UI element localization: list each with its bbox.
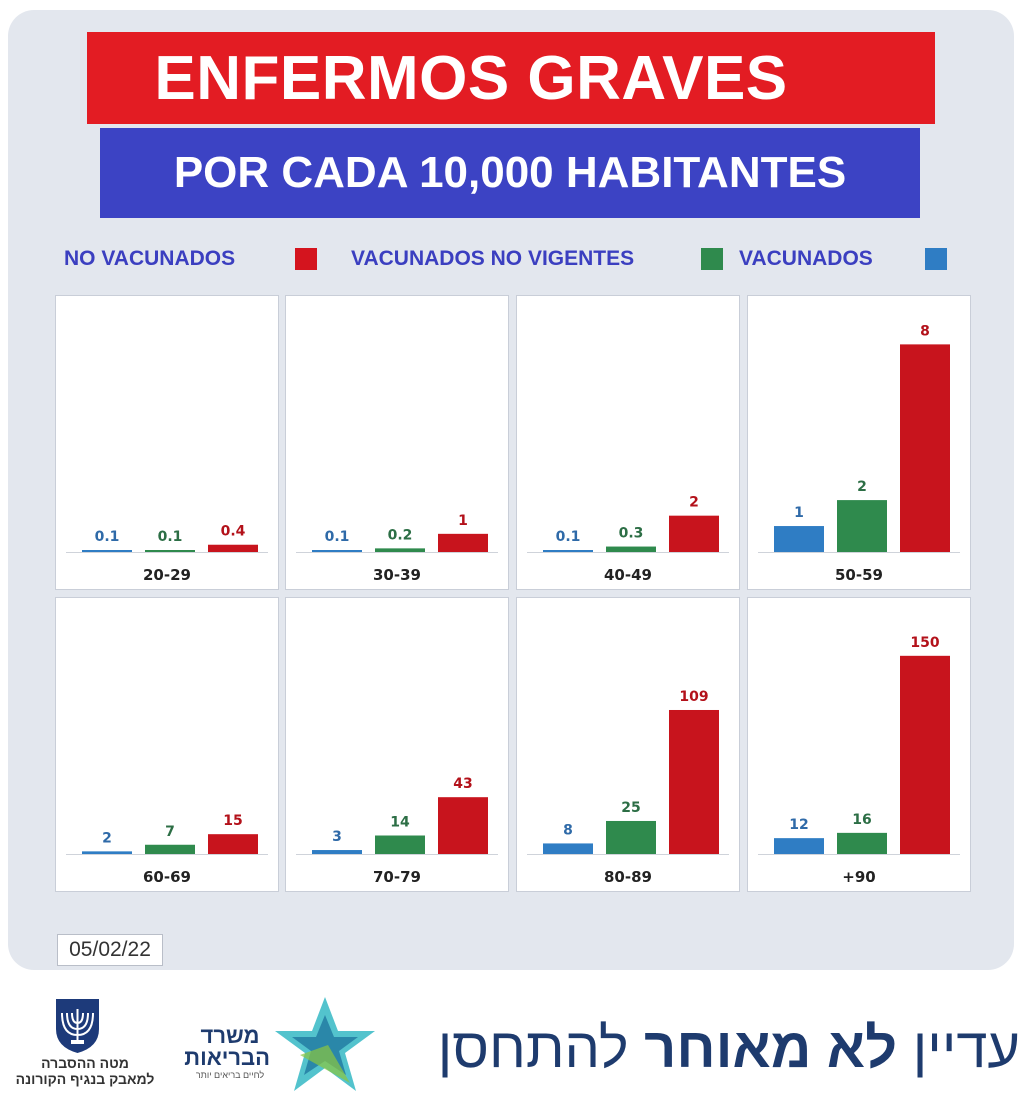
bar-no-vigentes-70-79 (375, 835, 425, 854)
bar-no-vacunados-50-59 (900, 344, 950, 552)
data-label-no-vigentes-+90: 16 (852, 812, 871, 828)
panel-80-89: 8 25 109 80-89 (516, 597, 740, 892)
bar-no-vacunados-70-79 (438, 797, 488, 854)
panel-chart-svg: 0.1 0.2 1 30-39 (296, 513, 498, 584)
bar-no-vacunados-+90 (900, 655, 950, 854)
data-label-no-vacunados-+90: 150 (910, 635, 939, 651)
category-label-60-69: 60-69 (143, 868, 191, 886)
data-label-no-vacunados-40-49: 2 (689, 495, 699, 511)
legend-label-vacunados-no-vigentes: VACUNADOS NO VIGENTES (351, 247, 635, 270)
panel-20-29: 0.1 0.1 0.4 20-29 (55, 295, 279, 590)
category-label-70-79: 70-79 (373, 868, 421, 886)
bar-no-vacunados-80-89 (669, 709, 719, 854)
category-label-40-49: 40-49 (604, 566, 652, 584)
bar-no-vacunados-60-69 (208, 834, 258, 854)
data-label-no-vacunados-60-69: 15 (223, 813, 242, 829)
bar-vacunados-80-89 (543, 843, 593, 854)
data-label-vacunados-+90: 12 (789, 817, 808, 833)
data-label-vacunados-30-39: 0.1 (325, 529, 350, 545)
panel-chart-svg: 0.1 0.1 0.4 20-29 (66, 524, 268, 584)
ministry-name: משרד הבריאות (184, 1023, 270, 1070)
data-label-no-vacunados-30-39: 1 (458, 513, 468, 529)
data-label-no-vigentes-30-39: 0.2 (388, 527, 413, 543)
data-label-no-vacunados-70-79: 43 (453, 776, 472, 792)
data-label-no-vigentes-70-79: 14 (390, 815, 410, 831)
bar-no-vigentes-60-69 (145, 844, 195, 854)
panel-chart-svg: 8 25 109 80-89 (527, 689, 729, 886)
panel-+90: 12 16 150 +90 (747, 597, 971, 892)
date-label: 05/02/22 (57, 934, 163, 966)
category-label-20-29: 20-29 (143, 566, 191, 584)
data-label-vacunados-50-59: 1 (794, 505, 804, 521)
bar-no-vigentes-50-59 (837, 500, 887, 552)
bar-no-vacunados-40-49 (669, 515, 719, 552)
ministry-tagline: לחיים בריאים יותר (195, 1070, 265, 1080)
legend-label-vacunados: VACUNADOS (739, 247, 873, 270)
panel-70-79: 3 14 43 70-79 (285, 597, 509, 892)
panel-60-69: 2 7 15 60-69 (55, 597, 279, 892)
data-label-vacunados-40-49: 0.1 (556, 529, 581, 545)
data-label-no-vigentes-40-49: 0.3 (619, 526, 644, 542)
bar-no-vigentes-40-49 (606, 546, 656, 552)
data-label-no-vacunados-20-29: 0.4 (221, 524, 246, 540)
data-label-no-vacunados-50-59: 8 (920, 323, 930, 339)
category-label-50-59: 50-59 (835, 566, 883, 584)
category-label-80-89: 80-89 (604, 868, 652, 886)
bar-no-vigentes-80-89 (606, 820, 656, 854)
chart-subtitle: POR CADA 10,000 HABITANTES (100, 128, 920, 218)
bar-no-vigentes-30-39 (375, 548, 425, 552)
bar-no-vacunados-30-39 (438, 533, 488, 552)
panel-40-49: 0.1 0.3 2 40-49 (516, 295, 740, 590)
chart-title: ENFERMOS GRAVES (87, 32, 935, 124)
bar-vacunados-+90 (774, 838, 824, 854)
legend-swatch-no-vacunados (295, 248, 317, 270)
bar-no-vigentes-+90 (837, 832, 887, 854)
panel-chart-svg: 3 14 43 70-79 (296, 776, 498, 886)
bar-vacunados-50-59 (774, 526, 824, 552)
category-label-30-39: 30-39 (373, 566, 421, 584)
data-label-vacunados-60-69: 2 (102, 830, 112, 846)
bar-vacunados-20-29 (82, 550, 132, 552)
org-name: מטה ההסברה למאבק בנגיף הקורונה (15, 1055, 155, 1087)
bar-vacunados-60-69 (82, 851, 132, 854)
legend-label-no-vacunados: NO VACUNADOS (64, 247, 236, 270)
panel-30-39: 0.1 0.2 1 30-39 (285, 295, 509, 590)
panel-chart-svg: 1 2 8 50-59 (758, 323, 960, 584)
data-label-vacunados-70-79: 3 (332, 829, 342, 845)
panel-chart-svg: 12 16 150 +90 (758, 635, 960, 886)
data-label-no-vacunados-80-89: 109 (679, 689, 708, 705)
data-label-vacunados-80-89: 8 (563, 822, 573, 838)
data-label-no-vigentes-80-89: 25 (621, 800, 640, 816)
bar-no-vacunados-20-29 (208, 544, 258, 552)
ministry-star-logo-icon (275, 997, 375, 1091)
panel-50-59: 1 2 8 50-59 (747, 295, 971, 590)
data-label-no-vigentes-50-59: 2 (857, 479, 867, 495)
bar-vacunados-70-79 (312, 850, 362, 854)
slogan: עדיין לא מאוחר להתחסן (437, 1015, 1020, 1079)
data-label-no-vigentes-60-69: 7 (165, 824, 175, 840)
menorah-emblem-icon (56, 999, 99, 1053)
data-label-no-vigentes-20-29: 0.1 (158, 529, 183, 545)
legend-swatch-vacunados-no-vigentes (701, 248, 723, 270)
bar-vacunados-30-39 (312, 550, 362, 552)
bar-vacunados-40-49 (543, 550, 593, 552)
category-label-+90: +90 (842, 868, 875, 886)
bar-no-vigentes-20-29 (145, 550, 195, 552)
panel-chart-svg: 0.1 0.3 2 40-49 (527, 495, 729, 584)
legend-swatch-vacunados (925, 248, 947, 270)
panel-chart-svg: 2 7 15 60-69 (66, 813, 268, 886)
data-label-vacunados-20-29: 0.1 (95, 529, 120, 545)
